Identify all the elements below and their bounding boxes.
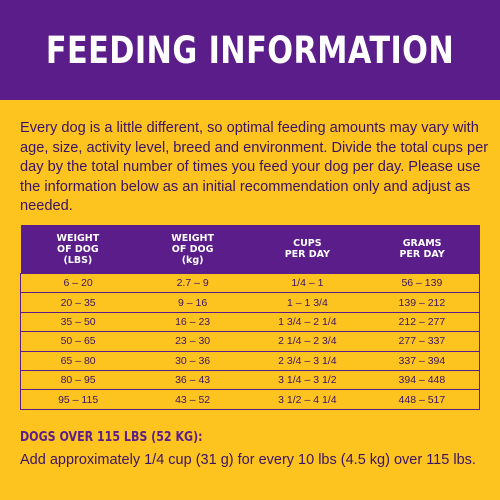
cell-grams: 56 – 139 xyxy=(364,272,480,294)
table-row: 95 – 115 43 – 52 3 1/2 – 4 1/4 448 – 517 xyxy=(20,389,480,410)
table-row: 6 – 20 2.7 – 9 1/4 – 1 56 – 139 xyxy=(20,272,480,294)
table-header-row: WEIGHT OF DOG (LBS) WEIGHT OF DOG (kg) C… xyxy=(20,225,480,274)
header-banner: FEEDING INFORMATION xyxy=(0,0,500,100)
cell-weight-kg: 16 – 23 xyxy=(135,312,250,333)
page-title: FEEDING INFORMATION xyxy=(45,28,455,72)
cell-cups: 2 1/4 – 2 3/4 xyxy=(250,331,365,352)
cell-weight-kg: 36 – 43 xyxy=(135,370,250,391)
feeding-table: WEIGHT OF DOG (LBS) WEIGHT OF DOG (kg) C… xyxy=(20,225,480,410)
cell-weight-lbs: 65 – 80 xyxy=(20,351,136,371)
large-dog-instructions: Add approximately 1/4 cup (31 g) for eve… xyxy=(20,452,476,468)
table-row: 65 – 80 30 – 36 2 3/4 – 3 1/4 337 – 394 xyxy=(20,351,480,371)
cell-cups: 3 1/4 – 3 1/2 xyxy=(250,370,365,391)
cell-cups: 1 3/4 – 2 1/4 xyxy=(250,312,365,333)
cell-cups: 1 – 1 3/4 xyxy=(250,292,365,313)
cell-weight-kg: 2.7 – 9 xyxy=(135,272,250,294)
cell-cups: 3 1/2 – 4 1/4 xyxy=(250,389,365,410)
cell-weight-lbs: 35 – 50 xyxy=(20,312,136,333)
cell-grams: 394 – 448 xyxy=(364,370,480,391)
cell-weight-lbs: 50 – 65 xyxy=(20,331,136,352)
cell-weight-kg: 43 – 52 xyxy=(135,389,250,410)
cell-weight-lbs: 80 – 95 xyxy=(20,370,136,391)
cell-weight-kg: 23 – 30 xyxy=(135,331,250,352)
cell-weight-kg: 30 – 36 xyxy=(135,351,250,371)
cell-grams: 139 – 212 xyxy=(364,292,480,313)
large-dog-heading: DOGS OVER 115 LBS (52 KG): xyxy=(20,430,203,445)
intro-paragraph: Every dog is a little different, so opti… xyxy=(20,120,489,215)
cell-weight-lbs: 95 – 115 xyxy=(20,389,136,410)
cell-weight-lbs: 20 – 35 xyxy=(20,292,136,313)
cell-weight-kg: 9 – 16 xyxy=(135,292,250,313)
header-weight-lbs: WEIGHT OF DOG (LBS) xyxy=(20,225,136,274)
header-cups-per-day: CUPS PER DAY xyxy=(250,225,365,274)
table-row: 20 – 35 9 – 16 1 – 1 3/4 139 – 212 xyxy=(20,292,480,313)
cell-grams: 277 – 337 xyxy=(364,331,480,352)
cell-grams: 212 – 277 xyxy=(364,312,480,333)
cell-grams: 337 – 394 xyxy=(364,351,480,371)
table-row: 35 – 50 16 – 23 1 3/4 – 2 1/4 212 – 277 xyxy=(20,312,480,333)
table-row: 50 – 65 23 – 30 2 1/4 – 2 3/4 277 – 337 xyxy=(20,331,480,352)
cell-cups: 2 3/4 – 3 1/4 xyxy=(250,351,365,371)
cell-weight-lbs: 6 – 20 xyxy=(20,272,136,294)
header-grams-per-day: GRAMS PER DAY xyxy=(364,225,480,274)
header-weight-kg: WEIGHT OF DOG (kg) xyxy=(135,225,250,274)
cell-cups: 1/4 – 1 xyxy=(250,272,365,294)
cell-grams: 448 – 517 xyxy=(364,389,480,410)
table-row: 80 – 95 36 – 43 3 1/4 – 3 1/2 394 – 448 xyxy=(20,370,480,391)
